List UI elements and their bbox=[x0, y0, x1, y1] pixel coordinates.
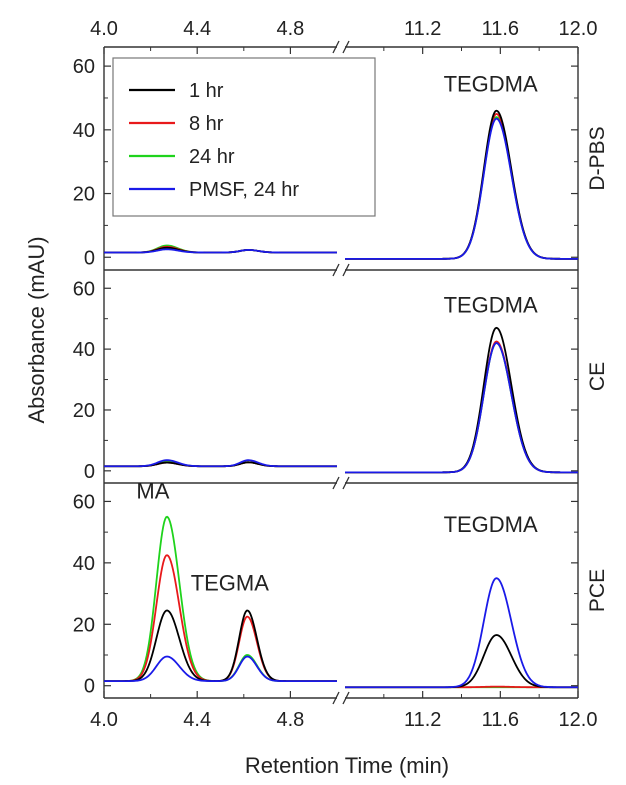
axis-break-marks bbox=[332, 40, 350, 705]
series-line-24-hr bbox=[345, 116, 578, 260]
peak-annotation: TEGDMA bbox=[444, 512, 538, 537]
axis-break-slash bbox=[342, 263, 350, 277]
series-line-8-hr bbox=[345, 112, 578, 260]
axis-break-slash bbox=[342, 691, 350, 705]
x-tick-label-bottom: 4.4 bbox=[183, 709, 211, 731]
panel-label: D-PBS bbox=[586, 126, 609, 190]
text-labels: 0 20 40 60 0 20 40 60 0 20 40 60 4.0 4.0 4.4 4.4 4.8 4.8 1… bbox=[73, 18, 609, 731]
legend-label: 1 hr bbox=[189, 80, 224, 102]
x-tick-label-bottom: 11.6 bbox=[482, 709, 519, 731]
legend-label: 24 hr bbox=[189, 146, 235, 168]
peak-annotation: TEGMA bbox=[191, 571, 270, 596]
series-line-1-hr bbox=[345, 634, 578, 689]
axis-break-slash bbox=[342, 476, 350, 490]
y-axis-title: Absorbance (mAU) bbox=[24, 236, 49, 423]
axis-break-slash bbox=[342, 40, 350, 54]
x-tick-label-bottom: 4.8 bbox=[276, 709, 304, 731]
series-line-24-hr bbox=[104, 515, 337, 683]
x-tick-label-top: 11.2 bbox=[404, 18, 441, 40]
chromatogram-lines bbox=[104, 109, 578, 689]
y-tick-label: 60 bbox=[73, 491, 95, 513]
x-tick-label-top: 4.4 bbox=[183, 18, 211, 40]
series-line-24-hr bbox=[104, 244, 337, 254]
x-tick-label-bottom: 4.0 bbox=[90, 709, 118, 731]
y-tick-label: 40 bbox=[73, 553, 95, 575]
series-line-pmsf-24-hr bbox=[345, 117, 578, 260]
x-tick-label-top: 4.8 bbox=[276, 18, 304, 40]
series-line-1-hr bbox=[345, 109, 578, 260]
y-tick-label: 0 bbox=[84, 247, 95, 269]
series-line-pmsf-24-hr bbox=[104, 655, 337, 683]
series-line-pmsf-24-hr bbox=[104, 459, 337, 468]
legend-label: 8 hr bbox=[189, 113, 224, 135]
series-line-pmsf-24-hr bbox=[345, 342, 578, 474]
axis-break-slash bbox=[332, 691, 340, 705]
y-tick-label: 20 bbox=[73, 614, 95, 636]
x-tick-label-bottom: 12.0 bbox=[559, 709, 598, 731]
series-line-pmsf-24-hr bbox=[345, 577, 578, 689]
x-tick-label-top: 4.0 bbox=[90, 18, 118, 40]
peak-annotation: MA bbox=[136, 478, 169, 503]
y-tick-label: 40 bbox=[73, 120, 95, 142]
legend-label: PMSF, 24 hr bbox=[189, 179, 299, 201]
series-line-1-hr bbox=[104, 609, 337, 683]
panel-label: CE bbox=[586, 362, 609, 391]
peak-annotation: TEGDMA bbox=[444, 72, 538, 97]
y-tick-label: 60 bbox=[73, 56, 95, 78]
series-line-1-hr bbox=[345, 326, 578, 474]
axis-break-slash bbox=[332, 263, 340, 277]
series-line-pmsf-24-hr bbox=[104, 248, 337, 254]
y-tick-label: 20 bbox=[73, 400, 95, 422]
y-tick-label: 40 bbox=[73, 339, 95, 361]
series-line-24-hr bbox=[345, 342, 578, 474]
legend: 1 hr 8 hr 24 hr PMSF, 24 hr bbox=[112, 57, 376, 217]
x-axis-title: Retention Time (min) bbox=[245, 753, 449, 778]
x-tick-label-top: 11.6 bbox=[482, 18, 519, 40]
y-tick-label: 0 bbox=[84, 461, 95, 483]
y-tick-label: 20 bbox=[73, 184, 95, 206]
y-tick-label: 60 bbox=[73, 278, 95, 300]
panel-label: PCE bbox=[586, 569, 609, 612]
axis-ticks bbox=[103, 47, 579, 698]
axis-break-slash bbox=[332, 40, 340, 54]
axis-break-slash bbox=[332, 476, 340, 490]
x-tick-label-top: 12.0 bbox=[559, 18, 598, 40]
x-tick-label-bottom: 11.2 bbox=[404, 709, 441, 731]
y-tick-label: 0 bbox=[84, 676, 95, 698]
peak-annotation: TEGDMA bbox=[444, 293, 538, 318]
series-line-8-hr bbox=[345, 340, 578, 474]
